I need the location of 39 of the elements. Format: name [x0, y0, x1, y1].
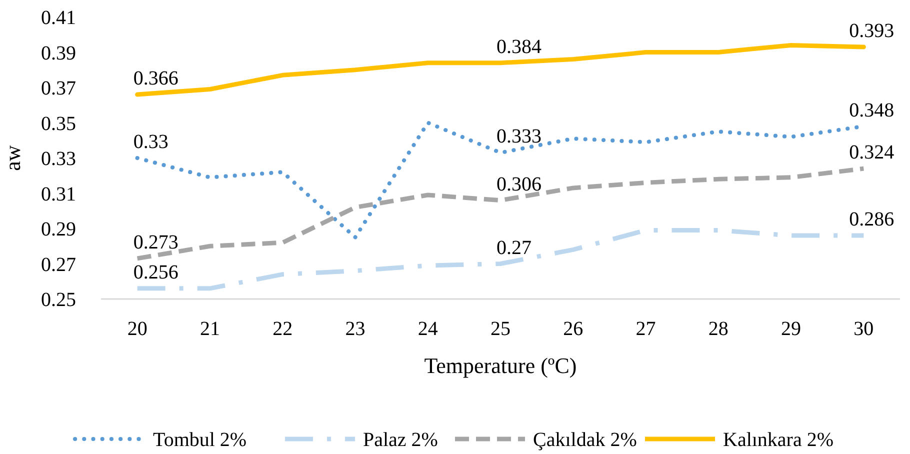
y-tick-label: 0.31 — [41, 183, 76, 206]
data-label: 0.384 — [496, 36, 542, 58]
x-tick-label: 30 — [854, 318, 874, 340]
y-tick-label: 0.27 — [41, 254, 76, 276]
data-label: 0.348 — [849, 99, 894, 122]
legend-label: Tombul 2% — [153, 429, 247, 451]
data-label: 0.27 — [496, 236, 532, 259]
data-label: 0.33 — [133, 131, 168, 153]
legend-label: Çakıldak 2% — [533, 429, 637, 451]
x-tick-label: 23 — [345, 318, 366, 340]
data-label: 0.273 — [133, 231, 178, 254]
x-tick-label: 22 — [272, 318, 293, 340]
y-tick-label: 0.41 — [41, 7, 76, 29]
x-tick-label: 27 — [636, 318, 656, 340]
x-tick-label: 29 — [781, 318, 802, 340]
line-series — [135, 228, 866, 291]
y-tick-label: 0.35 — [41, 112, 76, 135]
x-tick-label: 25 — [490, 318, 510, 340]
x-tick-label: 21 — [200, 318, 220, 340]
data-label: 0.366 — [133, 68, 178, 90]
data-label: 0.306 — [496, 173, 542, 196]
data-label: 0.393 — [849, 20, 894, 42]
x-tick-label: 28 — [708, 318, 728, 340]
y-tick-label: 0.39 — [41, 42, 76, 64]
x-tick-label: 26 — [563, 318, 584, 340]
y-axis-title: aw — [0, 145, 25, 171]
legend-label: Palaz 2% — [363, 429, 438, 451]
data-label: 0.286 — [849, 208, 894, 231]
data-label: 0.256 — [133, 261, 178, 284]
x-axis-title: Temperature (ºC) — [424, 353, 577, 378]
x-tick-label: 24 — [418, 318, 438, 340]
y-tick-label: 0.33 — [41, 148, 76, 170]
data-label: 0.333 — [496, 126, 542, 148]
y-tick-label: 0.25 — [41, 289, 76, 311]
data-label: 0.324 — [849, 142, 894, 164]
x-tick-label: 20 — [127, 318, 148, 340]
y-tick-label: 0.37 — [41, 78, 76, 100]
legend-label: Kalınkara 2% — [723, 429, 834, 451]
y-tick-label: 0.29 — [41, 218, 76, 240]
